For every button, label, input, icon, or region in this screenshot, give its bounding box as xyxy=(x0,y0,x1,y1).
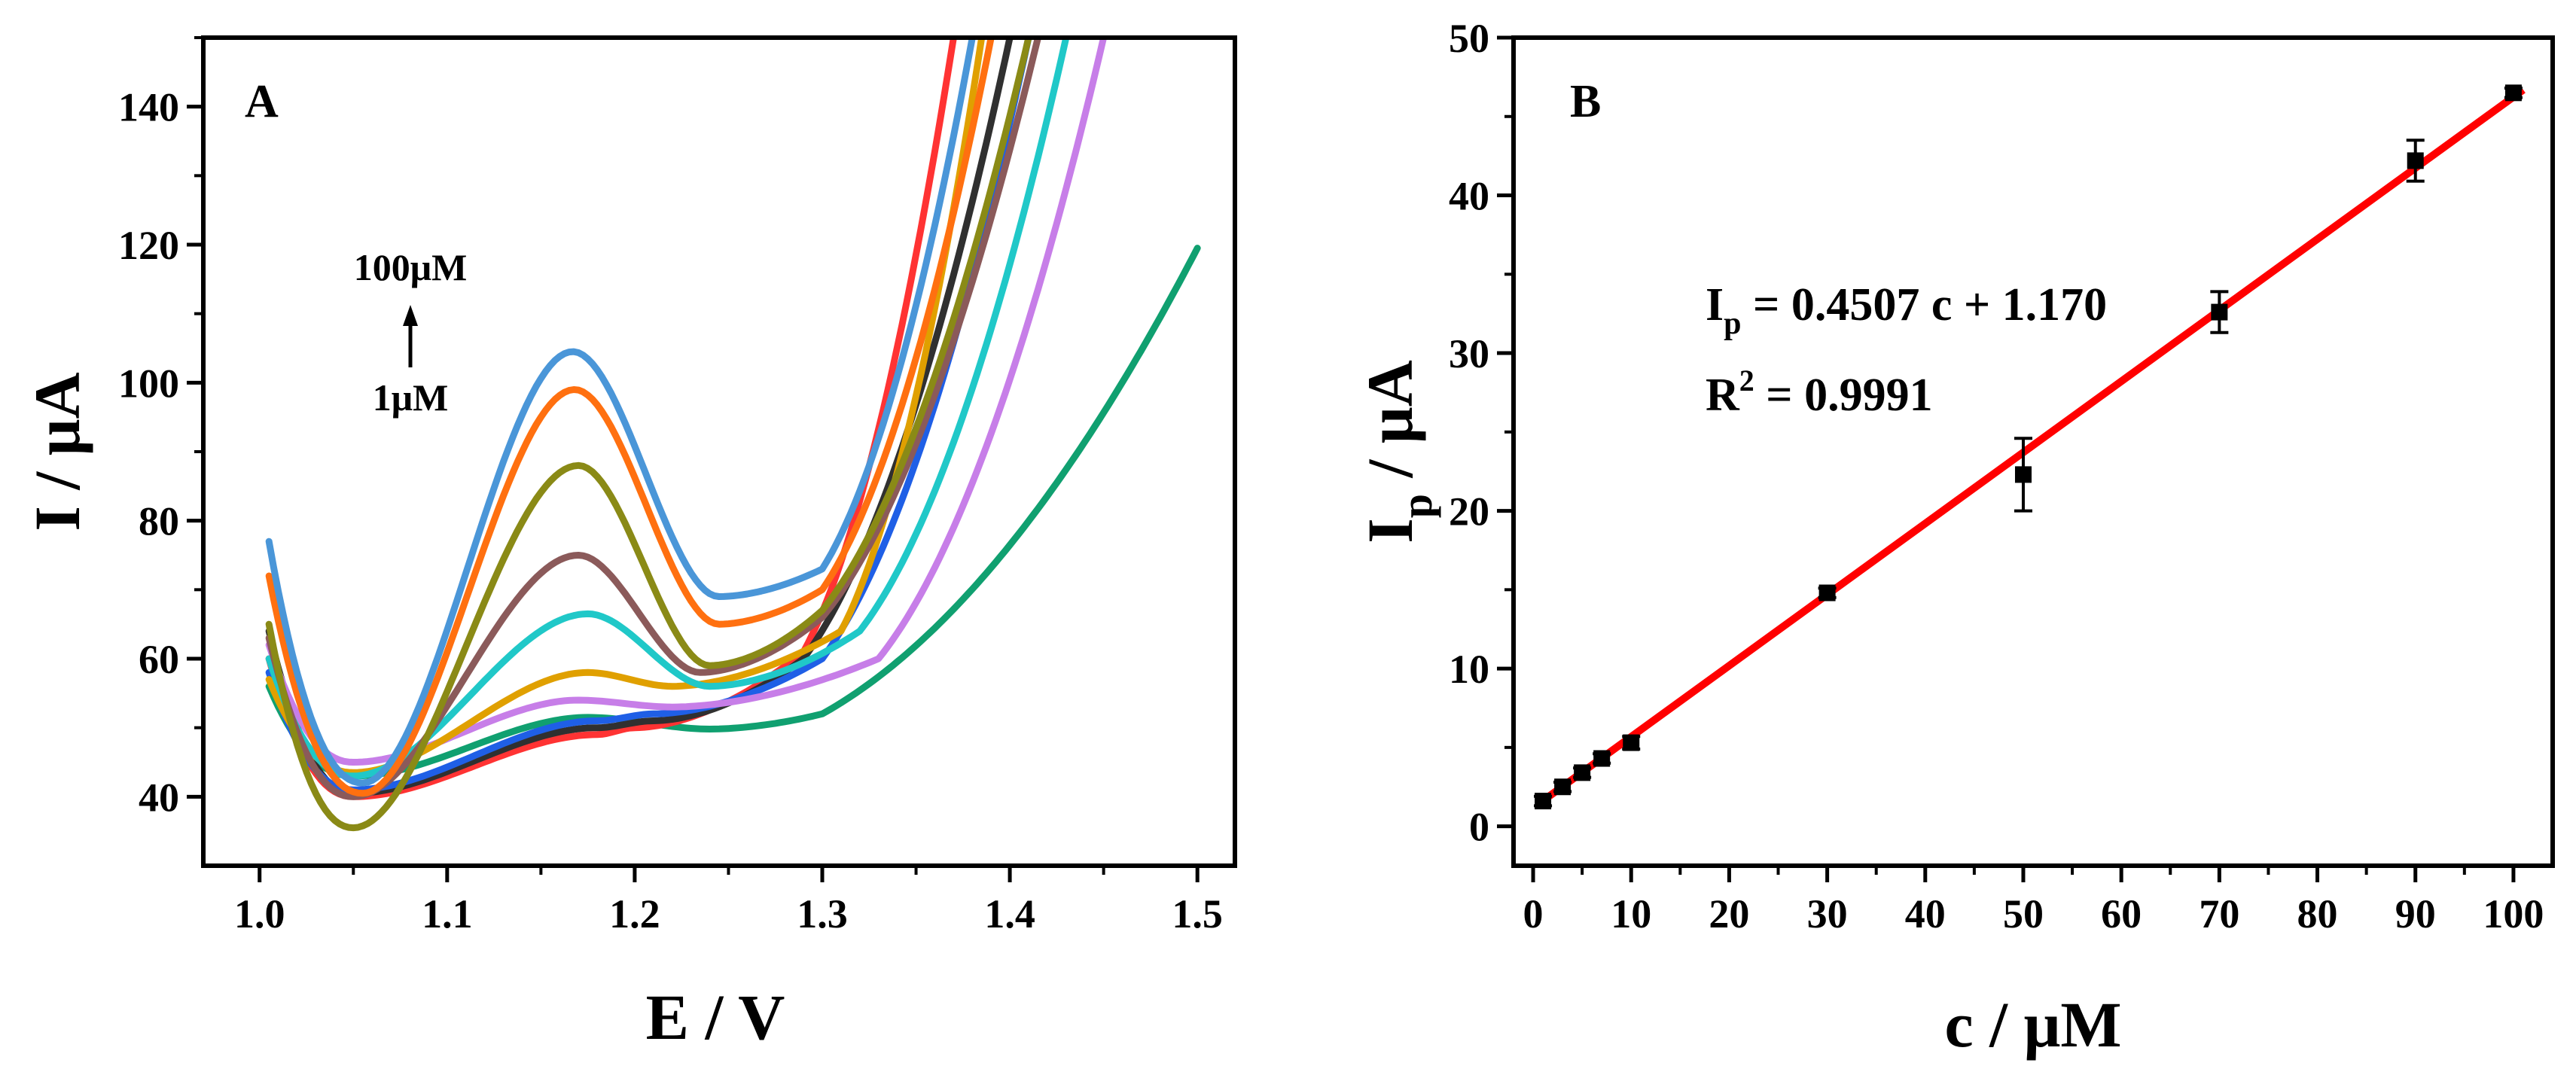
panel-b-x-tick-label-10: 100 xyxy=(2483,891,2544,936)
series-line-2 xyxy=(265,38,957,800)
series-line-1 xyxy=(265,245,1201,780)
panel-b-ticks: 0 10 20 30 40 50 60 70 80 90 100 0 10 20 30 40 50 xyxy=(1449,16,2544,936)
panel-b-y-tick-label-4: 40 xyxy=(1449,174,1489,219)
data-point-4 xyxy=(1593,750,1611,767)
series-line-8 xyxy=(265,38,1042,800)
panel-a-x-tick-label-2: 1.2 xyxy=(609,891,660,936)
panel-b-x-tick-label-3: 30 xyxy=(1807,891,1848,936)
panel-a-x-axis-label: E / V xyxy=(646,981,785,1053)
panel-a-y-tick-label-3: 100 xyxy=(118,361,179,406)
panel-b-x-tick-label-8: 80 xyxy=(2297,891,2338,936)
panel-b-points xyxy=(1534,84,2523,810)
panel-a-letter: A xyxy=(245,76,279,127)
panel-b-y-tick-label-5: 50 xyxy=(1449,16,1489,61)
panel-b-x-tick-label-9: 90 xyxy=(2395,891,2436,936)
data-point-1 xyxy=(1535,793,1552,810)
panel-b-x-tick-label-7: 70 xyxy=(2199,891,2239,936)
panel-a-x-tick-label-3: 1.3 xyxy=(797,891,848,936)
r-squared: R2 = 0.9991 xyxy=(1706,364,1933,421)
panel-a-y-tick-label-1: 60 xyxy=(139,637,179,682)
panel-b-y-tick-label-3: 30 xyxy=(1449,331,1489,376)
panel-a-y-tick-label-5: 140 xyxy=(118,85,179,130)
annotation-100um: 100μM xyxy=(354,246,468,288)
panel-a-x-tick-label-0: 1.0 xyxy=(234,891,285,936)
panel-b-letter: B xyxy=(1570,76,1601,127)
panel-b-x-tick-label-5: 50 xyxy=(2003,891,2044,936)
panel-a-y-tick-label-2: 80 xyxy=(139,499,179,544)
panel-b-y-tick-label-0: 0 xyxy=(1469,805,1489,850)
panel-a-x-tick-label-5: 1.5 xyxy=(1172,891,1223,936)
annotation-1um: 1μM xyxy=(373,376,449,419)
series-line-10 xyxy=(265,38,995,797)
panel-a-y-axis-label: I / μA xyxy=(21,372,93,531)
panel-a: 1.0 1.1 1.2 1.3 1.4 1.5 40 60 80 100 120 140 A 100μ… xyxy=(21,35,1237,1053)
panel-b-x-tick-label-1: 10 xyxy=(1611,891,1651,936)
panel-b: 0 10 20 30 40 50 60 70 80 90 100 0 10 20 30 40 50 B Ip =… xyxy=(1354,16,2555,1061)
panel-b-y-tick-label-1: 10 xyxy=(1449,647,1489,692)
data-point-7 xyxy=(2014,466,2032,483)
panel-b-frame xyxy=(1511,35,2555,868)
panel-a-y-tick-label-0: 40 xyxy=(139,775,179,820)
annotation-arrow-head xyxy=(403,305,418,326)
data-point-8 xyxy=(2211,303,2228,321)
data-point-6 xyxy=(1818,584,1836,601)
panel-a-x-tick-label-4: 1.4 xyxy=(984,891,1035,936)
panel-a-x-tick-label-1: 1.1 xyxy=(422,891,473,936)
panel-b-x-axis-label: c / μM xyxy=(1945,988,2122,1061)
data-point-10 xyxy=(2504,84,2522,102)
data-point-3 xyxy=(1574,764,1591,781)
data-point-9 xyxy=(2407,152,2424,169)
panel-b-y-axis-label: Ip / μA xyxy=(1354,360,1441,544)
series-line-9 xyxy=(265,38,1032,832)
panel-b-x-tick-label-4: 40 xyxy=(1905,891,1946,936)
data-point-5 xyxy=(1623,734,1640,751)
panel-b-fit-line xyxy=(1535,87,2526,808)
panel-b-x-tick-label-2: 20 xyxy=(1709,891,1749,936)
panel-a-y-tick-label-4: 120 xyxy=(118,223,179,268)
panel-b-x-tick-label-6: 60 xyxy=(2101,891,2142,936)
fit-equation: Ip = 0.4507 c + 1.170 xyxy=(1706,279,2107,341)
panel-b-y-tick-label-2: 20 xyxy=(1449,489,1489,534)
data-point-2 xyxy=(1554,778,1572,796)
panel-a-curves xyxy=(265,38,1201,832)
series-line-11 xyxy=(265,38,976,787)
panel-a-ticks: 1.0 1.1 1.2 1.3 1.4 1.5 40 60 80 100 120 140 xyxy=(118,36,1223,936)
panel-b-x-tick-label-0: 0 xyxy=(1523,891,1544,936)
